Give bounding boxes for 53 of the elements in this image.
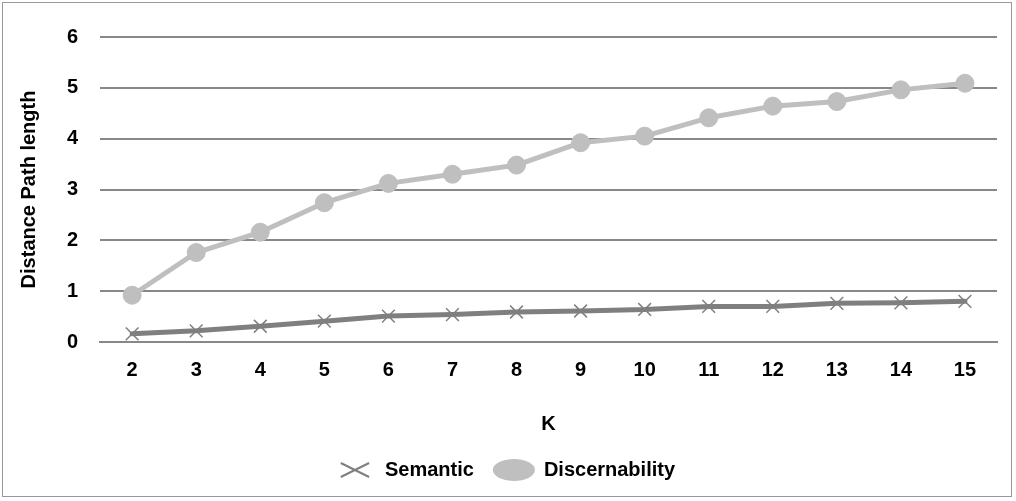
x-tick-label: 8 (510, 357, 523, 380)
x-axis-title: K (541, 411, 557, 434)
y-tick-label: 2 (67, 227, 79, 250)
point (125, 326, 140, 341)
y-tick-label: 6 (67, 24, 79, 47)
point (763, 96, 783, 116)
point (637, 302, 652, 317)
y-tick-label: 5 (67, 75, 79, 98)
point (955, 73, 975, 93)
legend-label: Discernability (543, 457, 676, 480)
x-tick-label: 10 (633, 357, 656, 380)
point (250, 222, 270, 242)
x-tick-label: 15 (953, 357, 977, 380)
y-tick-label: 0 (67, 329, 79, 352)
point (445, 307, 460, 322)
x-tick-label: 3 (190, 357, 202, 380)
x-tick-label: 14 (889, 357, 913, 380)
x-tick-label: 2 (126, 357, 138, 380)
x-tick-label: 6 (382, 357, 394, 380)
point (378, 173, 398, 193)
point (253, 319, 268, 334)
point (573, 303, 588, 319)
x-tick-label: 4 (254, 357, 267, 380)
point (893, 295, 909, 310)
point (699, 108, 719, 128)
x-tick-label: 5 (318, 357, 330, 380)
point (509, 304, 524, 320)
point (314, 193, 334, 213)
point (829, 296, 844, 311)
legend-label: Semantic (384, 457, 474, 480)
point (507, 155, 527, 175)
x-tick-label: 11 (698, 357, 720, 380)
point (571, 133, 591, 153)
x-tick-label: 12 (761, 357, 784, 380)
point (189, 323, 204, 338)
point (381, 308, 396, 324)
point (957, 294, 973, 309)
point (122, 285, 142, 305)
point (186, 243, 206, 263)
point (891, 80, 911, 100)
x-tick-label: 13 (825, 357, 848, 380)
point (701, 299, 716, 314)
y-tick-label: 1 (67, 278, 79, 301)
point (317, 314, 332, 329)
point (765, 299, 780, 314)
x-tick-label: 9 (575, 357, 587, 380)
y-tick-label: 3 (67, 177, 79, 200)
point (442, 164, 462, 184)
point (635, 126, 655, 146)
x-tick-label: 7 (446, 357, 459, 380)
y-axis-title: Distance Path length (16, 90, 39, 289)
y-tick-label: 4 (67, 126, 79, 149)
point (827, 92, 847, 112)
